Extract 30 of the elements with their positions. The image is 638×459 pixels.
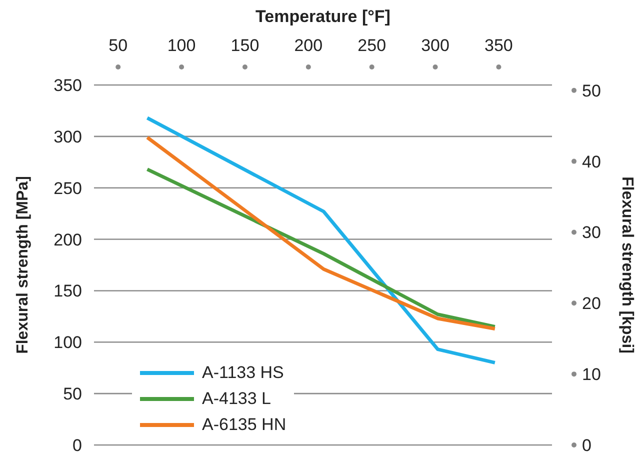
x-tick-label: 100	[167, 36, 196, 55]
y-tick-label: 350	[54, 76, 82, 95]
y2-tick-label: 0	[582, 436, 592, 455]
y2-tick-label: 20	[582, 294, 601, 314]
line-series	[146, 116, 497, 364]
legend-label: A-4133 L	[202, 389, 271, 409]
x-tick-label: 150	[230, 36, 260, 55]
x-tick-label: 200	[294, 36, 323, 55]
y-tick-label: 50	[63, 384, 82, 404]
x-tick-label: 250	[358, 36, 386, 55]
x-tick-label: 350	[484, 36, 513, 55]
y-tick-label: 100	[54, 333, 82, 352]
y-tick-label: 250	[54, 178, 82, 198]
line-series	[146, 136, 497, 331]
x-tick-label: 50	[108, 36, 128, 55]
y2-tick-label: 40	[582, 152, 601, 172]
y-tick-label: 300	[54, 127, 82, 146]
y2-axis-title: Flexural strength [kpsi]	[618, 176, 636, 354]
x-axis-title: Temperature [°F]	[256, 7, 390, 26]
x-tick-label: 300	[421, 36, 450, 55]
y-tick-label: 200	[54, 230, 82, 250]
line-series	[146, 168, 497, 328]
y-tick-label: 150	[54, 282, 82, 301]
y-axis-title: Flexural strength [MPa]	[14, 176, 32, 354]
y2-tick-label: 50	[582, 81, 601, 100]
y-tick-label: 0	[72, 436, 82, 455]
legend-label: A-1133 HS	[202, 363, 284, 383]
legend-label: A-6135 HN	[202, 415, 286, 435]
y2-tick-label: 30	[582, 223, 601, 242]
y2-tick-label: 10	[582, 365, 601, 384]
